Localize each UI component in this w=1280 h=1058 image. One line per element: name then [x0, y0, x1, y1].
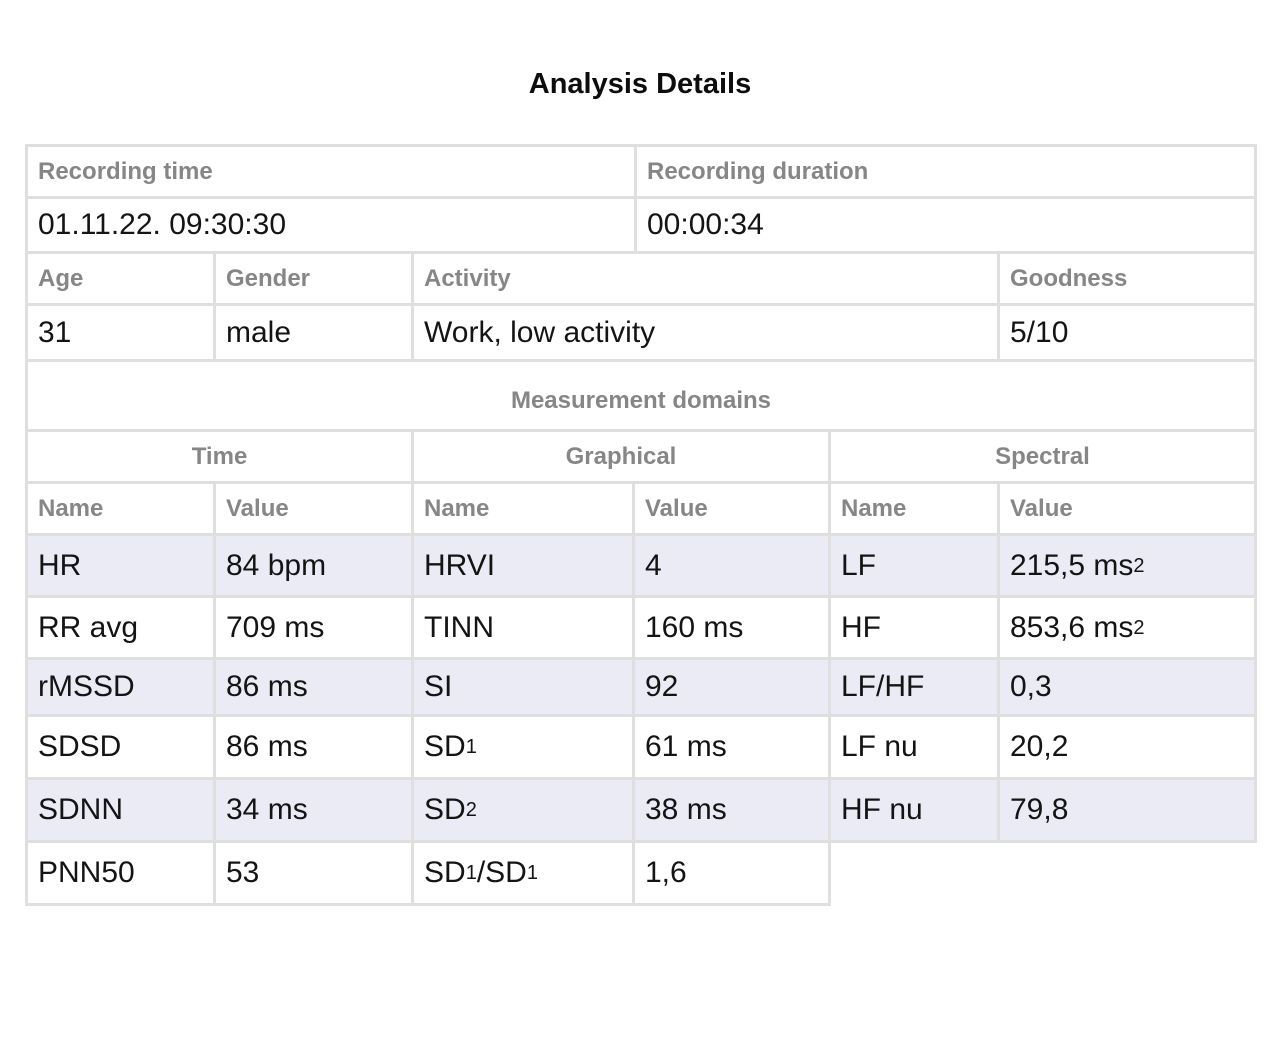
graphical-metric-value: 61 ms: [632, 714, 831, 780]
metric-name-text: SD: [424, 730, 466, 763]
time-metric-name: HR: [25, 533, 216, 598]
activity-value: Work, low activity: [411, 303, 1000, 362]
time-metric-value: 86 ms: [213, 657, 414, 717]
measurement-domains-title: Measurement domains: [25, 359, 1257, 432]
graphical-metric-name: SI: [411, 657, 635, 717]
recording-duration-value: 00:00:34: [634, 196, 1257, 254]
graphical-name-header: Name: [411, 481, 635, 536]
age-value: 31: [25, 303, 216, 362]
time-name-header: Name: [25, 481, 216, 536]
spectral-metric-name: HF nu: [828, 777, 1000, 843]
time-metric-value: 53: [213, 840, 414, 906]
graphical-metric-name: SD 2: [411, 777, 635, 843]
spectral-value-text: 853,6 ms: [1010, 610, 1134, 644]
spectral-metric-name: HF: [828, 595, 1000, 660]
age-label: Age: [25, 251, 216, 306]
time-value-header: Value: [213, 481, 414, 536]
spectral-metric-value: 20,2: [997, 714, 1257, 780]
spectral-name-header: Name: [828, 481, 1000, 536]
graphical-metric-value: 160 ms: [632, 595, 831, 660]
spectral-value-header: Value: [997, 481, 1257, 536]
gender-value: male: [213, 303, 414, 362]
time-metric-name: PNN50: [25, 840, 216, 906]
time-metric-name: rMSSD: [25, 657, 216, 717]
metric-name-text: SD: [424, 856, 466, 889]
domain-graphical-header: Graphical: [411, 429, 831, 484]
time-metric-name: SDNN: [25, 777, 216, 843]
spectral-value-text: 215,5 ms: [1010, 548, 1134, 582]
graphical-metric-value: 1,6: [632, 840, 831, 906]
spectral-metric-name: LF nu: [828, 714, 1000, 780]
spectral-metric-value: 79,8: [997, 777, 1257, 843]
time-metric-value: 86 ms: [213, 714, 414, 780]
time-metric-value: 84 bpm: [213, 533, 414, 598]
graphical-metric-name: SD 1/SD 1: [411, 840, 635, 906]
time-metric-name: RR avg: [25, 595, 216, 660]
graphical-metric-value: 4: [632, 533, 831, 598]
graphical-metric-name: SD 1: [411, 714, 635, 780]
domain-spectral-header: Spectral: [828, 429, 1257, 484]
graphical-value-header: Value: [632, 481, 831, 536]
spectral-metric-value: 853,6 ms 2: [997, 595, 1257, 660]
domain-time-header: Time: [25, 429, 414, 484]
metric-name-text: SD: [424, 793, 466, 826]
activity-label: Activity: [411, 251, 1000, 306]
analysis-table: Recording time Recording duration 01.11.…: [25, 144, 1257, 906]
spectral-metric-name: LF: [828, 533, 1000, 598]
graphical-metric-value: 92: [632, 657, 831, 717]
recording-time-label: Recording time: [25, 144, 637, 199]
spectral-metric-name: LF/HF: [828, 657, 1000, 717]
goodness-value: 5/10: [997, 303, 1257, 362]
recording-time-value: 01.11.22. 09:30:30: [25, 196, 637, 254]
metric-name-text-b: /SD: [476, 856, 527, 889]
graphical-metric-name: TINN: [411, 595, 635, 660]
spectral-metric-value: 0,3: [997, 657, 1257, 717]
goodness-label: Goodness: [997, 251, 1257, 306]
page-title: Analysis Details: [528, 68, 752, 100]
time-metric-value: 709 ms: [213, 595, 414, 660]
graphical-metric-name: HRVI: [411, 533, 635, 598]
graphical-metric-value: 38 ms: [632, 777, 831, 843]
time-metric-name: SDSD: [25, 714, 216, 780]
time-metric-value: 34 ms: [213, 777, 414, 843]
spectral-metric-value: 215,5 ms 2: [997, 533, 1257, 598]
gender-label: Gender: [213, 251, 414, 306]
recording-duration-label: Recording duration: [634, 144, 1257, 199]
